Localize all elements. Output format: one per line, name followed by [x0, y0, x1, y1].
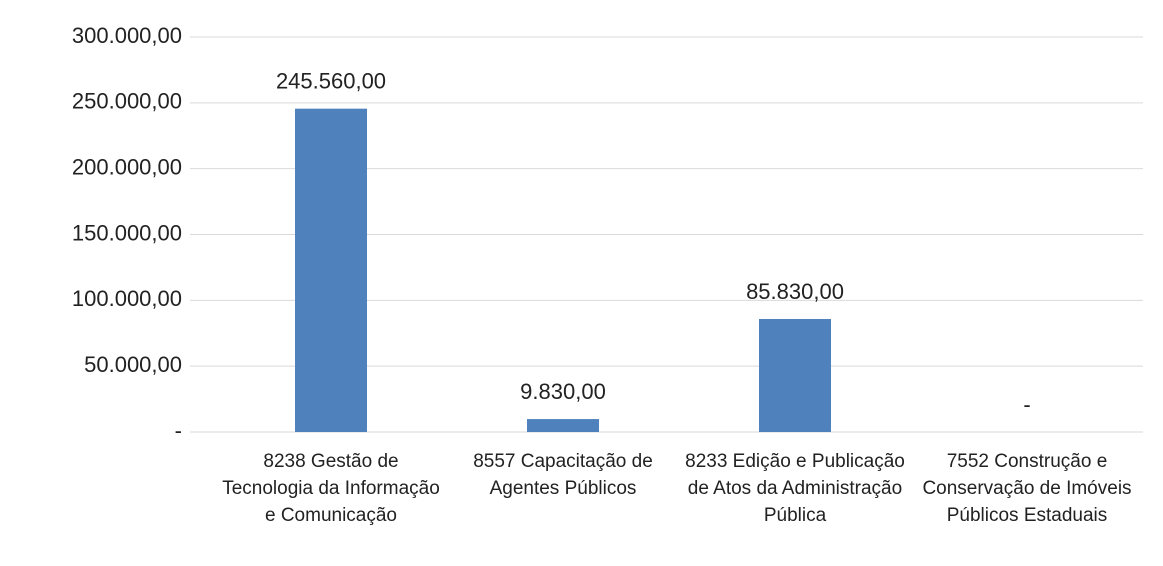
- y-tick-label: 150.000,00: [72, 220, 182, 245]
- y-tick-label: 100.000,00: [72, 286, 182, 311]
- value-label: 245.560,00: [276, 68, 386, 93]
- bar: [759, 318, 831, 432]
- bar: [527, 419, 599, 432]
- y-tick-label: -: [175, 418, 182, 443]
- value-label: -: [1023, 392, 1030, 417]
- x-tick-label: 8238 Gestão de Tecnologia da Informação …: [222, 451, 440, 526]
- x-tick-label: 8557 Capacitação de Agentes Públicos: [473, 451, 653, 499]
- y-tick-label: 300.000,00: [72, 23, 182, 48]
- y-tick-label: 250.000,00: [72, 89, 182, 114]
- y-tick-label: 200.000,00: [72, 154, 182, 179]
- value-label: 9.830,00: [520, 379, 606, 404]
- y-tick-label: 50.000,00: [84, 352, 182, 377]
- bar: [295, 108, 367, 433]
- x-tick-label: 8233 Edição e Publicação de Atos da Admi…: [685, 451, 905, 526]
- x-tick-label: 7552 Construção e Conservação de Imóveis…: [922, 451, 1132, 526]
- value-label: 85.830,00: [746, 279, 844, 304]
